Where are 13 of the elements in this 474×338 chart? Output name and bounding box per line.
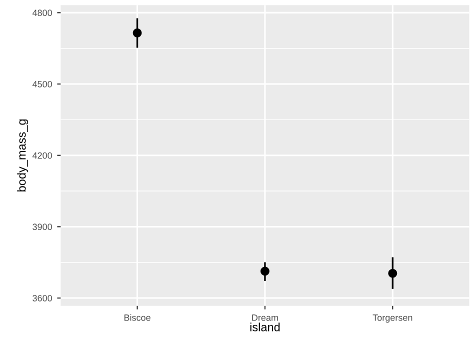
x-axis-title: island [250, 322, 280, 332]
point [388, 268, 398, 278]
y-tick-label: 4200 [32, 152, 52, 159]
x-tick-label: Torgersen [372, 314, 412, 323]
y-tick-label: 3600 [32, 295, 52, 302]
point [132, 28, 142, 38]
x-tick-label: Dream [252, 314, 278, 321]
point [260, 266, 270, 276]
y-tick-label: 3900 [32, 224, 52, 230]
y-tick-label: 4500 [32, 80, 52, 88]
y-tick-label: 4800 [32, 10, 52, 16]
x-tick-label: Biscoe [124, 314, 150, 321]
y-axis-title: body_mass_g [17, 119, 28, 192]
